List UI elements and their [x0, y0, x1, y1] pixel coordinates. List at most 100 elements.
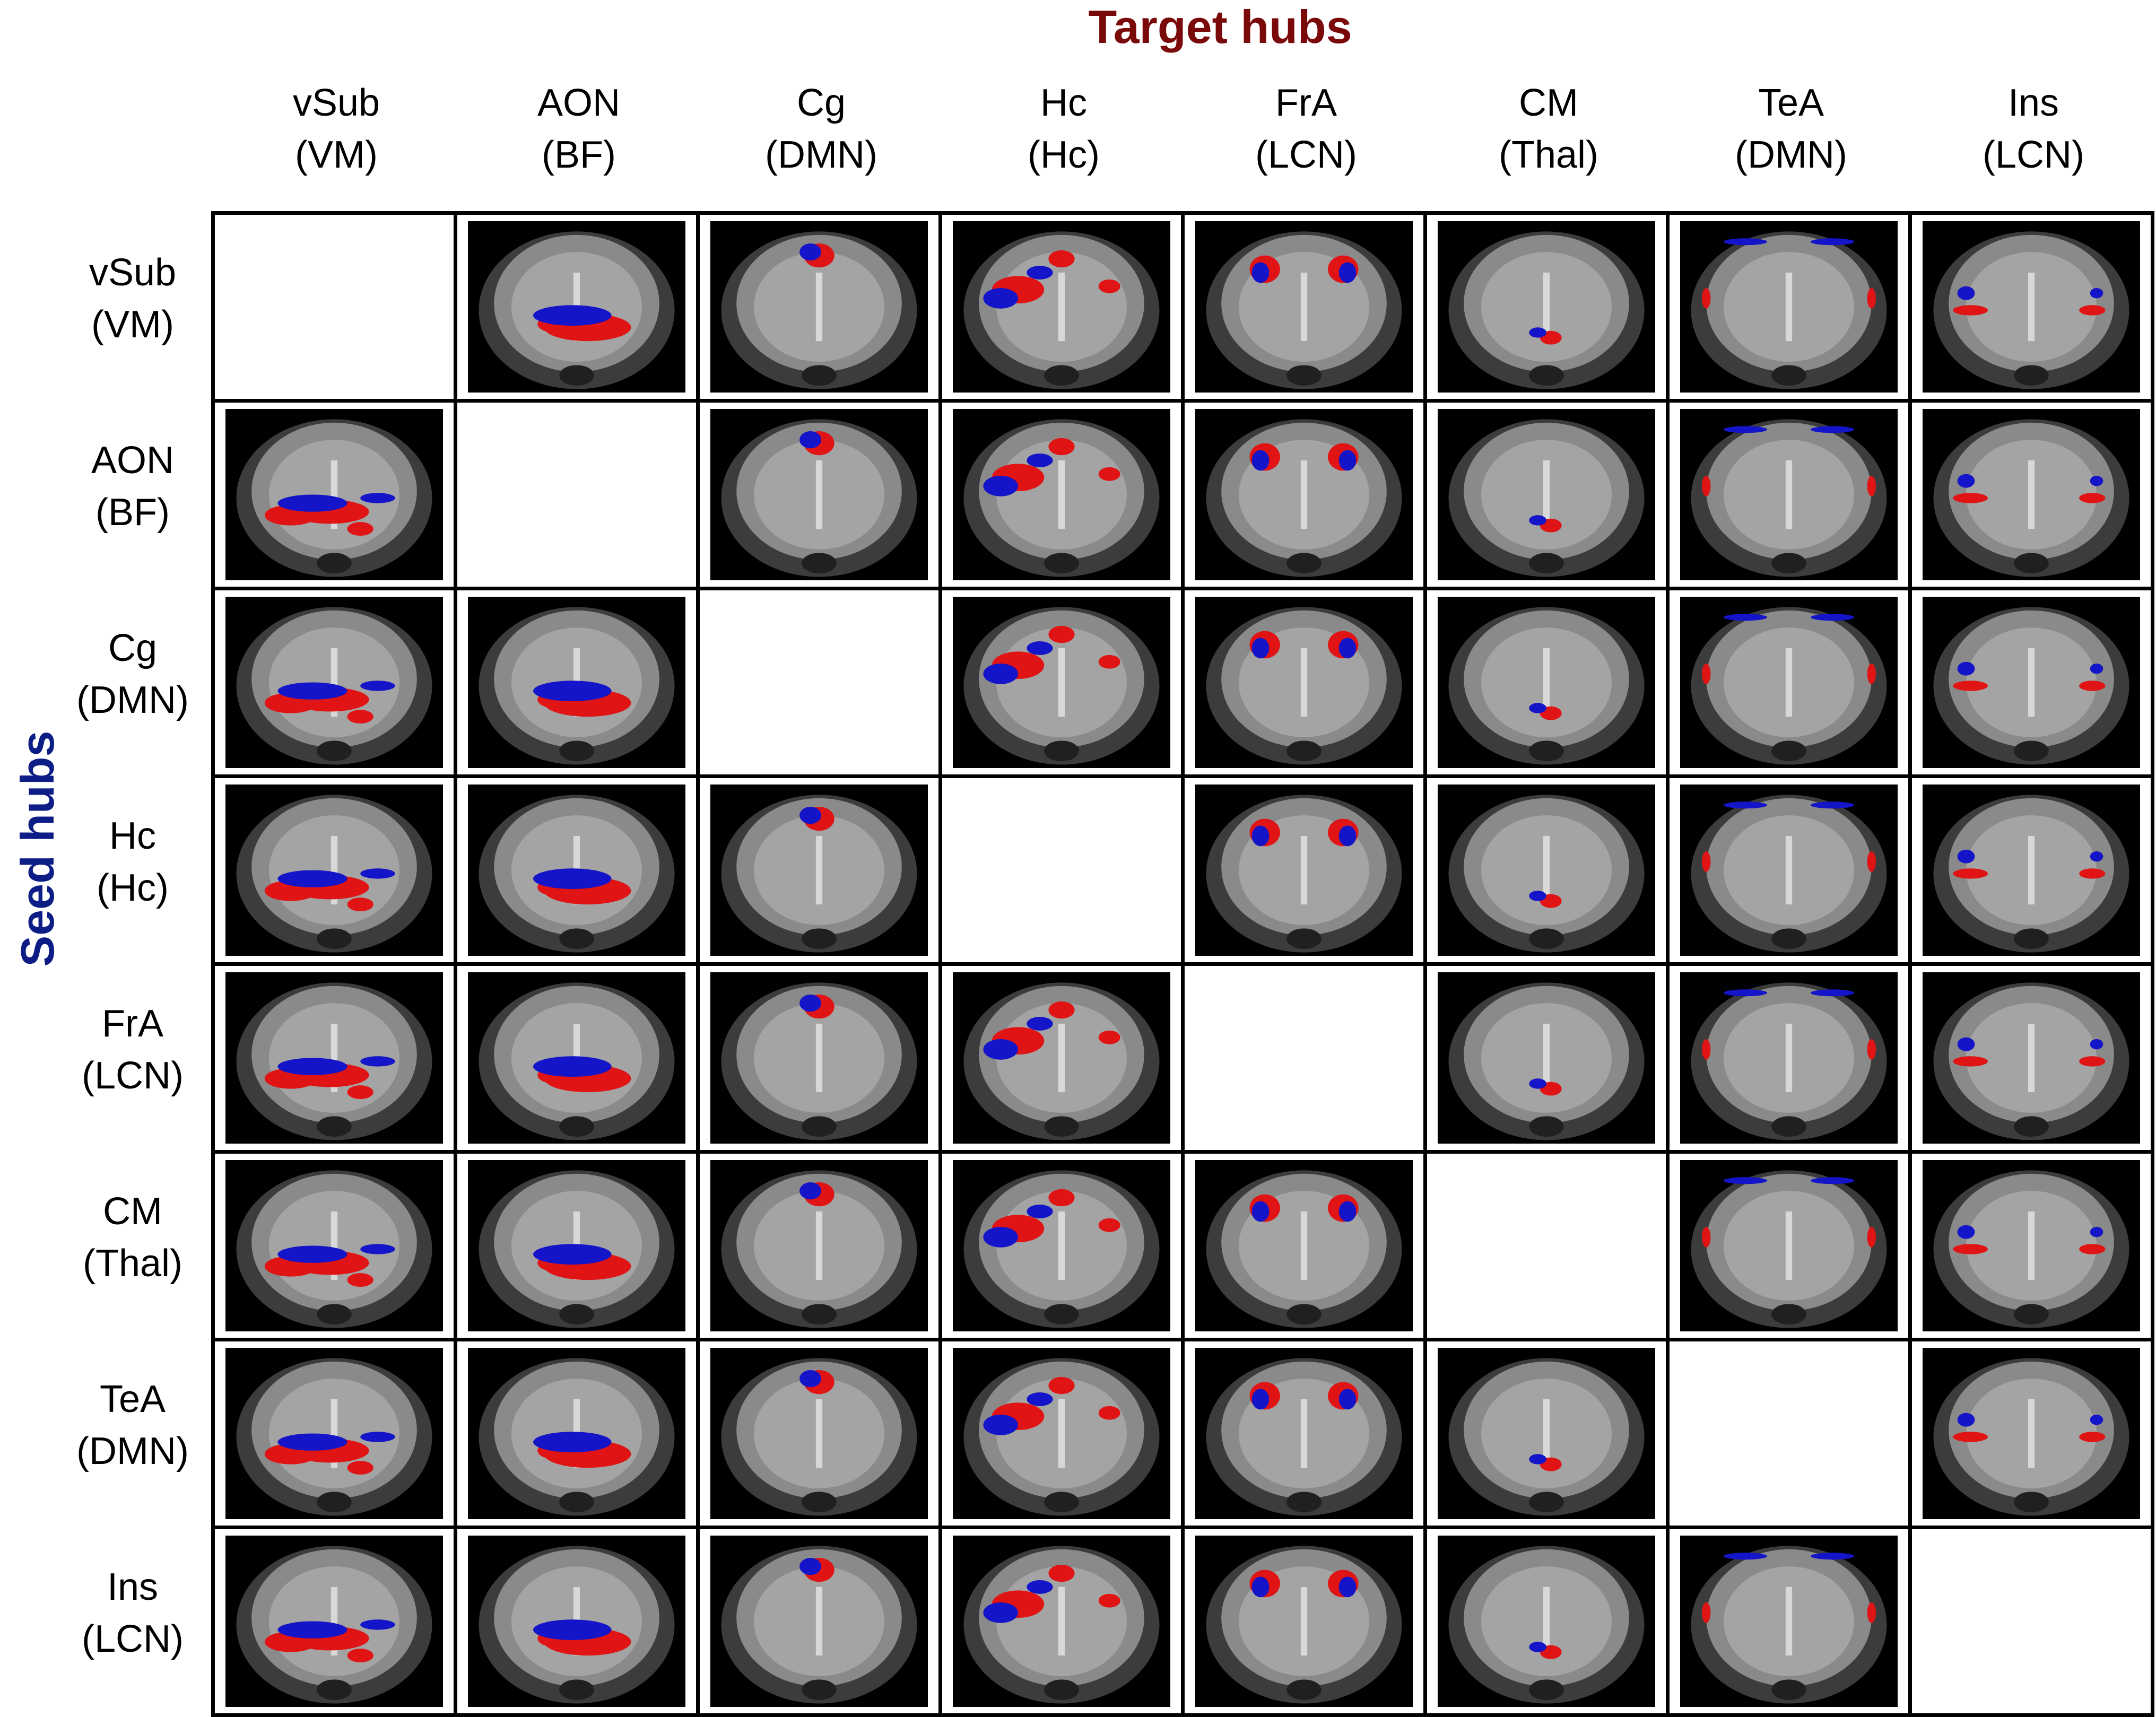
cell-tea-to-ins	[1908, 1338, 2154, 1529]
row-label-fra: FrA (LCN)	[82, 1003, 184, 1097]
brain-slice-image	[225, 1160, 443, 1331]
cell-ins-to-aon	[454, 1526, 700, 1717]
brain-slice-image	[1438, 785, 1655, 956]
cell-hc-to-cm	[1423, 774, 1670, 966]
col-label-fra: FrA (LCN)	[1255, 82, 1357, 176]
brain-slice-image	[953, 1348, 1170, 1519]
brain-slice-image	[1923, 972, 2140, 1144]
brain-slice-image	[1195, 409, 1413, 580]
col-label-aon: AON (BF)	[537, 82, 621, 176]
cell-vsub-to-aon	[454, 211, 700, 403]
brain-slice-image	[1680, 785, 1898, 956]
cell-vsub-to-vsub	[211, 211, 457, 403]
cell-aon-to-aon	[454, 399, 700, 590]
cell-aon-to-fra	[1181, 399, 1427, 590]
brain-slice-image	[710, 409, 928, 580]
cell-ins-to-hc	[938, 1526, 1185, 1717]
row-label-aon: AON (BF)	[91, 439, 175, 534]
col-label-hc: Hc (Hc)	[1028, 82, 1100, 176]
brain-slice-image	[953, 972, 1170, 1144]
brain-slice-image	[225, 972, 443, 1144]
cell-aon-to-cm	[1423, 399, 1670, 590]
brain-slice-image	[1680, 221, 1898, 393]
brain-slice-image	[1923, 785, 2140, 956]
brain-slice-image	[1195, 1160, 1413, 1331]
cell-cg-to-fra	[1181, 587, 1427, 778]
cell-cg-to-aon	[454, 587, 700, 778]
cell-aon-to-cg	[696, 399, 942, 590]
row-label-cm: CM (Thal)	[82, 1190, 182, 1285]
brain-slice-image	[468, 597, 685, 768]
cell-tea-to-vsub	[211, 1338, 457, 1529]
brain-slice-image	[225, 1536, 443, 1707]
brain-slice-image	[1438, 1536, 1655, 1707]
brain-slice-image	[1438, 597, 1655, 768]
brain-slice-image	[1680, 1536, 1898, 1707]
cell-hc-to-fra	[1181, 774, 1427, 966]
cell-hc-to-aon	[454, 774, 700, 966]
cell-cg-to-ins	[1908, 587, 2154, 778]
brain-slice-image	[953, 221, 1170, 393]
brain-slice-image	[468, 1536, 685, 1707]
cell-cg-to-vsub	[211, 587, 457, 778]
cell-fra-to-aon	[454, 962, 700, 1154]
row-label-vsub: vSub (VM)	[89, 251, 177, 346]
brain-slice-image	[710, 1348, 928, 1519]
cell-hc-to-tea	[1666, 774, 1912, 966]
cell-fra-to-fra	[1181, 962, 1427, 1154]
brain-slice-image	[468, 1348, 685, 1519]
cell-cg-to-cm	[1423, 587, 1670, 778]
cell-ins-to-tea	[1666, 1526, 1912, 1717]
cell-vsub-to-hc	[938, 211, 1185, 403]
cell-hc-to-ins	[1908, 774, 2154, 966]
cell-hc-to-vsub	[211, 774, 457, 966]
brain-slice-image	[1195, 221, 1413, 393]
brain-slice-image	[1680, 1160, 1898, 1331]
cell-vsub-to-cg	[696, 211, 942, 403]
brain-slice-image	[953, 409, 1170, 580]
brain-slice-image	[710, 785, 928, 956]
row-label-ins: Ins (LCN)	[82, 1566, 184, 1660]
brain-slice-image	[1923, 409, 2140, 580]
cell-ins-to-ins	[1908, 1526, 2154, 1717]
brain-slice-image	[1923, 1160, 2140, 1331]
brain-slice-image	[953, 1536, 1170, 1707]
row-label-tea: TeA (DMN)	[76, 1378, 189, 1472]
cell-fra-to-cg	[696, 962, 942, 1154]
col-label-tea: TeA (DMN)	[1735, 82, 1847, 176]
cell-cg-to-hc	[938, 587, 1185, 778]
brain-slice-image	[953, 597, 1170, 768]
cell-tea-to-fra	[1181, 1338, 1427, 1529]
cell-fra-to-vsub	[211, 962, 457, 1154]
brain-slice-image	[468, 1160, 685, 1331]
cell-vsub-to-fra	[1181, 211, 1427, 403]
brain-slice-image	[468, 221, 685, 393]
cell-tea-to-cm	[1423, 1338, 1670, 1529]
brain-slice-image	[1680, 409, 1898, 580]
cell-ins-to-fra	[1181, 1526, 1427, 1717]
cell-tea-to-cg	[696, 1338, 942, 1529]
cell-vsub-to-cm	[1423, 211, 1670, 403]
cell-cm-to-hc	[938, 1150, 1185, 1341]
brain-slice-image	[225, 785, 443, 956]
target-hubs-title: Target hubs	[1088, 1, 1352, 53]
cell-tea-to-hc	[938, 1338, 1185, 1529]
cell-aon-to-vsub	[211, 399, 457, 590]
brain-slice-image	[1438, 221, 1655, 393]
row-label-cg: Cg (DMN)	[76, 627, 189, 721]
brain-slice-image	[710, 1536, 928, 1707]
cell-ins-to-vsub	[211, 1526, 457, 1717]
cell-fra-to-hc	[938, 962, 1185, 1154]
col-label-ins: Ins (LCN)	[1983, 82, 2084, 176]
cell-cm-to-cm	[1423, 1150, 1670, 1341]
cell-cg-to-cg	[696, 587, 942, 778]
cell-ins-to-cg	[696, 1526, 942, 1717]
cell-cm-to-fra	[1181, 1150, 1427, 1341]
cell-cm-to-vsub	[211, 1150, 457, 1341]
cell-cm-to-tea	[1666, 1150, 1912, 1341]
brain-slice-image	[1195, 1536, 1413, 1707]
cell-fra-to-ins	[1908, 962, 2154, 1154]
cell-ins-to-cm	[1423, 1526, 1670, 1717]
brain-slice-image	[1195, 785, 1413, 956]
